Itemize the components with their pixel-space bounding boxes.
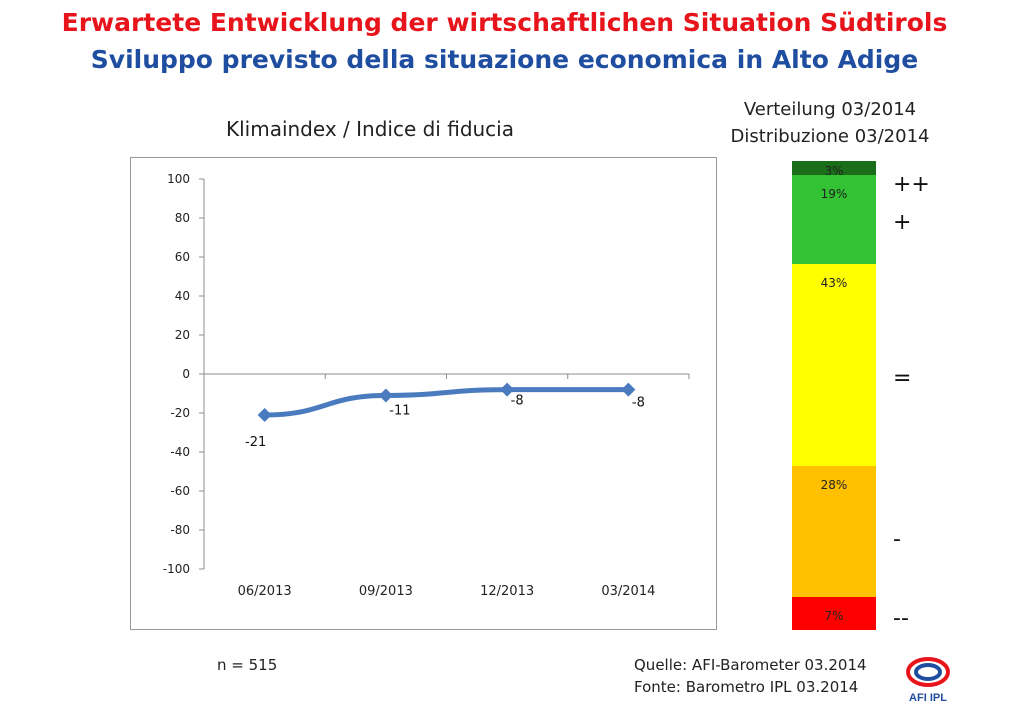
sample-size: n = 515 <box>217 656 278 674</box>
line-chart-area: 100 80 60 40 20 0 -20 -40 -60 -80 -100 06/2013 09/20… <box>130 157 717 630</box>
title-german: Erwartete Entwicklung der wirtschaftlich… <box>61 8 948 37</box>
distribution-segment-3: 43% <box>792 264 876 466</box>
y-tick-label: 0 <box>182 367 190 381</box>
y-tick-label: -20 <box>170 406 190 420</box>
category-symbol: + <box>893 210 912 235</box>
y-tick-label: -100 <box>163 562 190 576</box>
category-symbol: = <box>893 366 912 391</box>
series-line <box>262 387 631 418</box>
data-point-marker <box>257 407 272 422</box>
distribution-segment-4: 28% <box>792 465 876 598</box>
segment-percent-label: 43% <box>820 276 848 291</box>
y-tick-label: 20 <box>175 328 190 342</box>
distribution-segment-1: 3% <box>792 161 876 178</box>
distribution-segment-2: 19% <box>792 175 876 265</box>
y-tick-label: 100 <box>167 172 190 186</box>
data-label: -11 <box>389 403 410 418</box>
x-tick-label: 09/2013 <box>359 584 413 599</box>
y-tick-label: -60 <box>170 484 190 498</box>
source-note: Quelle: AFI-Barometer 03.2014 Fonte: Bar… <box>634 654 867 698</box>
segment-percent-label: 19% <box>820 187 848 202</box>
source-de: Quelle: AFI-Barometer 03.2014 <box>634 656 867 674</box>
y-tick-label: -40 <box>170 445 190 459</box>
x-tick-label: 03/2014 <box>601 584 655 599</box>
data-point-marker <box>500 382 515 397</box>
data-point-marker <box>378 388 393 403</box>
distribution-title-it: Distribuzione 03/2014 <box>730 126 930 147</box>
title-italian: Sviluppo previsto della situazione econo… <box>90 45 919 74</box>
category-symbol: - <box>893 527 901 552</box>
y-tick-label: 40 <box>175 289 190 303</box>
logo-text: AFI IPL <box>909 692 947 704</box>
line-chart-title: Klimaindex / Indice di fiducia <box>225 117 514 141</box>
distribution-segment-5: 7% <box>792 597 876 630</box>
distribution-stacked-bar: 3% 19% 43% 28% 7% <box>792 161 876 630</box>
category-symbol: ++ <box>893 172 930 197</box>
y-tick-label: 60 <box>175 250 190 264</box>
segment-percent-label: 7% <box>824 609 844 624</box>
source-it: Fonte: Barometro IPL 03.2014 <box>634 678 859 696</box>
data-point-marker <box>621 382 636 397</box>
distribution-title-de: Verteilung 03/2014 <box>743 99 917 120</box>
y-tick-label: -80 <box>170 523 190 537</box>
x-tick-label: 06/2013 <box>238 584 292 599</box>
category-symbol: -- <box>893 606 909 631</box>
x-tick-label: 12/2013 <box>480 584 534 599</box>
distribution-title: Verteilung 03/2014 Distribuzione 03/2014 <box>700 96 960 150</box>
segment-percent-label: 3% <box>824 164 844 178</box>
y-tick-label: 80 <box>175 211 190 225</box>
data-label: -21 <box>245 435 266 450</box>
segment-percent-label: 28% <box>820 477 848 492</box>
afi-ipl-logo: AFI IPL <box>898 655 958 705</box>
data-label: -8 <box>632 396 645 411</box>
data-label: -8 <box>511 394 524 409</box>
line-chart-svg: 100 80 60 40 20 0 -20 -40 -60 -80 -100 06/2013 09/20… <box>163 172 690 599</box>
